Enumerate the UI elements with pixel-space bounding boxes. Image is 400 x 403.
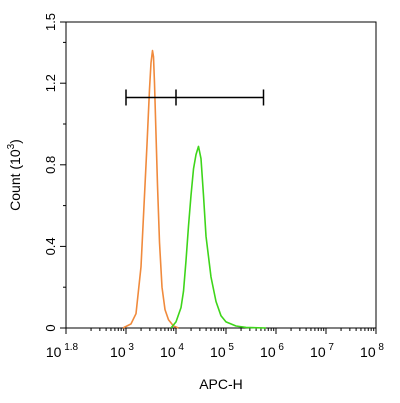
x-tick-label-base: 10 <box>260 344 276 360</box>
x-tick-label-base: 10 <box>360 344 376 360</box>
series-layer <box>122 49 267 329</box>
plot-frame <box>65 21 377 329</box>
x-tick-label: 10 4 <box>160 342 184 360</box>
x-tick-label: 10 3 <box>110 342 134 360</box>
y-tick-label: 0 <box>43 324 58 331</box>
x-axis-label: APC-H <box>199 376 243 392</box>
x-tick-label-exp: 5 <box>226 342 235 353</box>
x-tick-label: 10 1.8 <box>46 342 79 360</box>
y-axis: 0 0.4 0.8 1.2 1.5 <box>43 13 66 332</box>
y-axis-label-text: Count (10 <box>7 149 23 211</box>
y-axis-label-exp: 3 <box>6 143 17 149</box>
x-tick-label-base: 10 <box>46 344 62 360</box>
y-axis-label: Count (103) <box>6 139 23 211</box>
series-line-2 <box>170 145 267 329</box>
y-tick-label: 1.5 <box>43 13 58 31</box>
x-tick-label-exp: 8 <box>376 342 385 353</box>
x-tick-label: 10 5 <box>210 342 234 360</box>
x-tick-label-exp: 1.8 <box>61 342 78 353</box>
x-tick-label: 10 8 <box>360 342 384 360</box>
x-tick-label-base: 10 <box>110 344 126 360</box>
x-tick-label-exp: 7 <box>326 342 335 353</box>
x-tick-label-base: 10 <box>310 344 326 360</box>
y-tick-label: 0.4 <box>43 237 58 255</box>
y-tick-label: 0.8 <box>43 156 58 174</box>
x-tick-label-exp: 3 <box>126 342 135 353</box>
x-tick-label: 10 6 <box>260 342 284 360</box>
x-tick-label-base: 10 <box>210 344 226 360</box>
x-tick-label-base: 10 <box>160 344 176 360</box>
x-tick-label-exp: 4 <box>176 342 185 353</box>
gate-marker <box>125 89 265 106</box>
y-axis-label-close: ) <box>7 139 23 144</box>
series-line-1 <box>122 49 179 329</box>
x-tick-label-exp: 6 <box>276 342 285 353</box>
x-axis: 10 1.8 10 3 10 4 10 5 10 6 10 7 10 8 <box>46 328 384 360</box>
y-tick-label: 1.2 <box>43 74 58 92</box>
plot-area <box>65 21 377 329</box>
x-tick-label: 10 7 <box>310 342 334 360</box>
